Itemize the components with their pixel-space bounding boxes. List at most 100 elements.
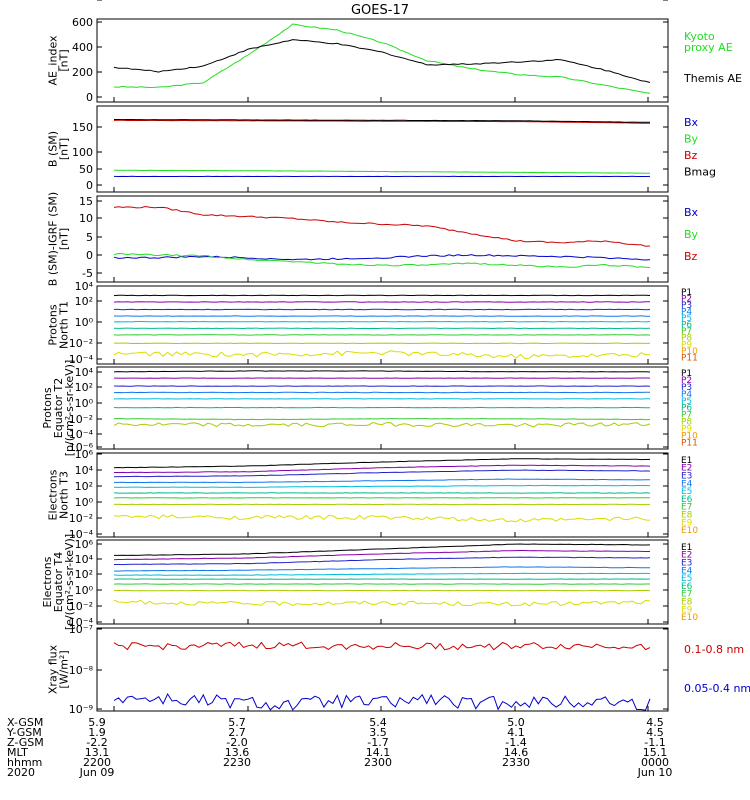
y-tick-label: 10⁻⁷ <box>69 623 93 636</box>
y-axis-label: B (SM) <box>47 131 60 167</box>
series-group-8 <box>113 641 651 711</box>
series-line-e1 <box>114 543 651 556</box>
footer-value: 5.4 <box>369 716 387 729</box>
y-tick-label: 10⁻⁹ <box>69 703 93 716</box>
footer-value: 14.6 <box>504 746 529 759</box>
y-tick-label: 200 <box>72 66 93 79</box>
y-axis-label: Equator T2 <box>52 378 65 438</box>
legend-label: By <box>684 228 699 241</box>
series-line-bmag <box>114 119 650 123</box>
footer-value: 4.5 <box>646 726 664 739</box>
y-tick-label: 10⁴ <box>75 366 94 379</box>
footer-value: -2.2 <box>86 736 107 749</box>
legend-label: P11 <box>681 438 698 448</box>
legend-label: P8 <box>681 418 692 428</box>
footer-value: 13.1 <box>85 746 110 759</box>
legend-label: By <box>684 133 699 146</box>
y-axis-label: Equator T4 <box>52 552 65 612</box>
legend-label: E1 <box>681 456 692 466</box>
legend-label: P10 <box>681 431 698 441</box>
series-line-e4 <box>113 566 650 572</box>
legend-label: E4 <box>681 566 693 576</box>
footer-value: 14.1 <box>366 746 391 759</box>
y-tick-label: 0 <box>86 91 93 104</box>
panel-frame <box>96 195 669 283</box>
legend-label: Themis AE <box>683 72 742 85</box>
footer-value: 3.5 <box>369 726 387 739</box>
legend-label: P4 <box>681 390 692 400</box>
legend-label: E3 <box>681 471 692 481</box>
series-group-6 <box>113 458 651 523</box>
footer-value: 5.7 <box>228 716 246 729</box>
footer-row-label: 2020 <box>7 766 35 779</box>
footer-value: 2300 <box>364 756 392 769</box>
legend-label: Bz <box>684 250 698 263</box>
footer-value: 0000 <box>641 756 669 769</box>
legend-label: P7 <box>681 411 692 421</box>
series-line-p1 <box>113 370 651 373</box>
legend-label: E1 <box>681 543 692 553</box>
series-group-3 <box>113 205 651 269</box>
series-line-e2 <box>113 550 650 561</box>
y-tick-label: 5 <box>86 231 93 244</box>
legend-label: E10 <box>681 526 698 536</box>
legend-label: Kyoto <box>684 30 715 43</box>
series-line-bx <box>113 254 651 261</box>
series-line-e1 <box>113 458 651 469</box>
legend-label: P9 <box>681 340 692 350</box>
panel-frame <box>96 452 669 538</box>
y-tick-label: 15 <box>79 195 93 208</box>
y-tick-label: -5 <box>82 267 93 280</box>
y-tick-label: 600 <box>72 16 93 29</box>
footer-row-label: hhmm <box>7 756 42 769</box>
footer-value: Jun 09 <box>79 766 115 779</box>
series-line-by <box>114 169 650 174</box>
footer-row-label: Y-GSM <box>6 726 42 739</box>
series-line-p7 <box>113 334 651 336</box>
panel-frame <box>96 366 669 450</box>
footer-value: 5.9 <box>88 716 106 729</box>
y-axis-label: Protons <box>41 387 54 428</box>
y-tick-label: 10⁴ <box>75 553 94 566</box>
series-line-kyoto-proxy-ae <box>113 23 651 94</box>
footer-value: 2200 <box>83 756 111 769</box>
series-line-by <box>113 252 651 269</box>
footer-value: -1.1 <box>644 736 665 749</box>
y-tick-label: 10⁻² <box>69 413 93 426</box>
y-tick-label: 100 <box>72 146 93 159</box>
series-line-e9 <box>113 599 651 607</box>
legend-label: P1 <box>681 288 692 298</box>
y-tick-label: 0 <box>86 179 93 192</box>
series-group-7 <box>113 543 651 607</box>
legend-label: P3 <box>681 301 692 311</box>
legend-label: E4 <box>681 479 693 489</box>
legend-label: Bz <box>684 149 698 162</box>
panel-3: 15 10 5 0 -5 B (SM)-IGRF (SM)[nT] Bx By Bz <box>47 192 699 286</box>
y-tick-label: 10⁻⁴ <box>69 353 94 366</box>
footer-row-label: X-GSM <box>7 716 43 729</box>
footer-value: -1.7 <box>367 736 388 749</box>
y-tick-label: 10⁴ <box>75 280 94 293</box>
legend-label: proxy AE <box>684 41 733 54</box>
y-axis-label: [nT] <box>58 228 71 250</box>
series-line-0-1-0-8-nm <box>113 641 651 651</box>
legend-label: P2 <box>681 294 692 304</box>
legend-label: 0.1-0.8 nm <box>684 643 744 656</box>
y-tick-label: -50 <box>75 0 93 3</box>
series-line-themis-ae <box>113 39 651 83</box>
legend-label: P7 <box>681 327 692 337</box>
series-line-e5 <box>113 484 651 488</box>
y-tick-label: 10⁰ <box>75 316 94 329</box>
y-axis-label: Xray flux <box>47 644 60 694</box>
footer-value: -1.4 <box>505 736 526 749</box>
legend-label: E6 <box>681 495 693 505</box>
y-tick-label: 10⁻⁸ <box>69 664 94 677</box>
series-line-e3 <box>114 556 651 566</box>
footer-value: 13.6 <box>225 746 250 759</box>
y-tick-label: 50 <box>79 163 93 176</box>
legend-label: P5 <box>681 314 692 324</box>
y-tick-label: 10⁶ <box>75 538 94 551</box>
legend-label: E8 <box>681 510 693 520</box>
y-axis-label: [W/m²] <box>58 650 71 688</box>
